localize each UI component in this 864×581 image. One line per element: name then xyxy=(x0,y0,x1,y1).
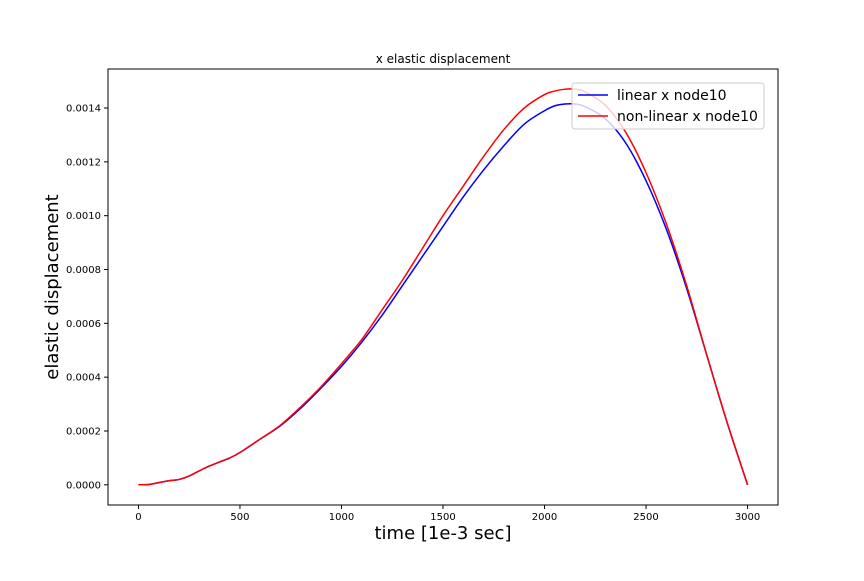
chart-title: x elastic displacement xyxy=(376,52,511,66)
x-axis-label: time [1e-3 sec] xyxy=(375,523,512,544)
x-tick-label: 2500 xyxy=(633,512,658,523)
y-tick-label: 0.0004 xyxy=(66,373,101,384)
legend-label-nonlinear: non-linear x node10 xyxy=(617,109,758,125)
series-line-nonlinear xyxy=(138,88,749,486)
axis-ticks: 0 500 1000 1500 2000 2500 3000 0.0000 0.0002 0.00… xyxy=(66,104,760,523)
y-tick-label: 0.0012 xyxy=(66,157,101,168)
y-tick-label: 0.0000 xyxy=(66,480,101,491)
y-tick-label: 0.0006 xyxy=(66,319,101,330)
x-tick-label: 2000 xyxy=(532,512,557,523)
legend-label-linear: linear x node10 xyxy=(617,88,727,104)
y-tick-label: 0.0010 xyxy=(66,211,101,222)
y-tick-label: 0.0008 xyxy=(66,265,101,276)
y-axis-label: elastic displacement xyxy=(42,194,63,379)
plot-frame xyxy=(107,68,779,506)
legend-box xyxy=(571,82,765,130)
legend: linear x node10 non-linear x node10 xyxy=(571,82,765,130)
plot-series xyxy=(138,88,749,486)
x-tick-label: 1500 xyxy=(430,512,455,523)
y-tick-label: 0.0002 xyxy=(66,426,101,437)
x-tick-label: 500 xyxy=(230,512,249,523)
x-tick-label: 0 xyxy=(135,512,141,523)
y-tick-label: 0.0014 xyxy=(66,104,101,115)
x-tick-label: 3000 xyxy=(735,512,760,523)
x-tick-label: 1000 xyxy=(329,512,354,523)
